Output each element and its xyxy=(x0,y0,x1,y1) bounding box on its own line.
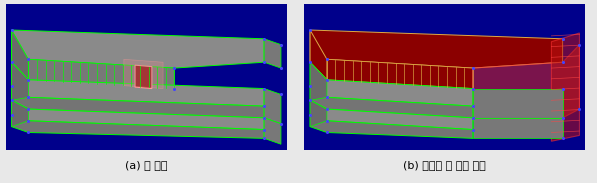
Point xyxy=(276,122,286,125)
Point xyxy=(322,108,332,111)
Polygon shape xyxy=(473,118,562,138)
Point xyxy=(259,128,269,131)
Point xyxy=(276,67,286,70)
Polygon shape xyxy=(29,59,174,89)
Polygon shape xyxy=(11,62,264,106)
Point xyxy=(7,84,16,87)
Point xyxy=(558,37,567,40)
Polygon shape xyxy=(310,30,327,80)
Point xyxy=(7,29,16,31)
Point xyxy=(7,61,16,64)
Point xyxy=(170,87,179,90)
Polygon shape xyxy=(11,30,264,68)
Point xyxy=(259,87,269,90)
Polygon shape xyxy=(124,59,163,89)
Polygon shape xyxy=(552,33,580,141)
Point xyxy=(468,67,478,70)
Point xyxy=(305,61,315,64)
Polygon shape xyxy=(11,100,29,127)
Polygon shape xyxy=(11,115,264,138)
Point xyxy=(575,108,584,111)
Point xyxy=(558,87,567,90)
Polygon shape xyxy=(310,30,562,68)
Polygon shape xyxy=(310,86,473,118)
Point xyxy=(305,29,315,31)
Point xyxy=(305,84,315,87)
Polygon shape xyxy=(310,100,327,127)
Point xyxy=(322,119,332,122)
Point xyxy=(558,116,567,119)
Text: (b) 연결된 면 모두 선택: (b) 연결된 면 모두 선택 xyxy=(404,160,486,170)
Point xyxy=(276,43,286,46)
Point xyxy=(468,128,478,131)
Polygon shape xyxy=(310,62,473,106)
Point xyxy=(259,105,269,108)
Point xyxy=(170,67,179,70)
Point xyxy=(24,58,33,61)
Polygon shape xyxy=(310,115,473,138)
Point xyxy=(305,113,315,116)
Point xyxy=(7,113,16,116)
Point xyxy=(558,137,567,140)
Polygon shape xyxy=(11,86,264,118)
Point xyxy=(322,58,332,61)
Point xyxy=(558,61,567,64)
Point xyxy=(276,93,286,96)
Polygon shape xyxy=(473,89,562,118)
Point xyxy=(322,78,332,81)
Point xyxy=(24,96,33,99)
Polygon shape xyxy=(264,89,281,124)
Polygon shape xyxy=(473,45,580,121)
Point xyxy=(468,116,478,119)
Polygon shape xyxy=(135,65,152,89)
Polygon shape xyxy=(327,59,473,89)
Polygon shape xyxy=(264,39,281,68)
Point xyxy=(322,96,332,99)
Polygon shape xyxy=(304,4,585,150)
Point xyxy=(7,99,16,102)
Point xyxy=(259,137,269,140)
Text: (a) 면 선택: (a) 면 선택 xyxy=(125,160,168,170)
Point xyxy=(24,78,33,81)
Point xyxy=(468,87,478,90)
Point xyxy=(468,105,478,108)
Point xyxy=(259,61,269,64)
Point xyxy=(24,131,33,134)
Polygon shape xyxy=(11,100,264,130)
Polygon shape xyxy=(11,30,29,80)
Point xyxy=(24,108,33,111)
Point xyxy=(24,119,33,122)
Polygon shape xyxy=(11,62,29,100)
Polygon shape xyxy=(310,100,473,130)
Polygon shape xyxy=(6,4,287,150)
Point xyxy=(305,99,315,102)
Polygon shape xyxy=(264,118,281,144)
Point xyxy=(259,116,269,119)
Point xyxy=(322,131,332,134)
Polygon shape xyxy=(310,62,327,100)
Point xyxy=(575,43,584,46)
Point xyxy=(259,37,269,40)
